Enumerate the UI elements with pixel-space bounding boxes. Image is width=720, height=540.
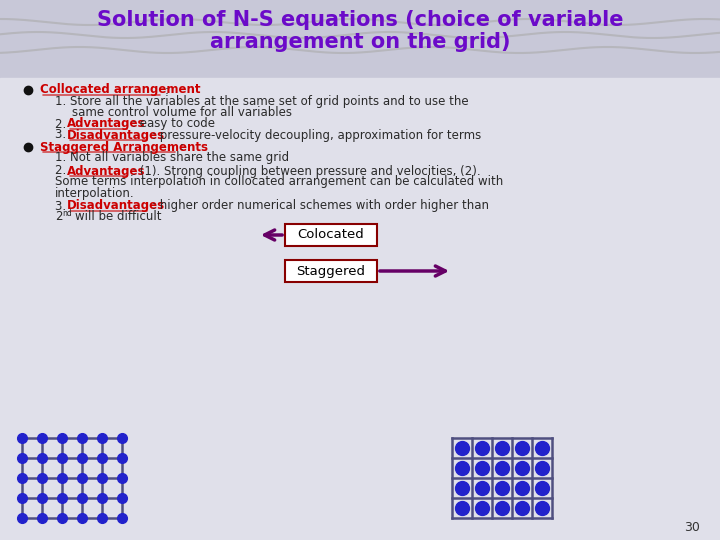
Bar xyxy=(285,260,377,282)
Text: 1. Not all variables share the same grid: 1. Not all variables share the same grid xyxy=(55,152,289,165)
Text: Disadvantages: Disadvantages xyxy=(67,129,165,141)
Text: Collocated arrangement: Collocated arrangement xyxy=(40,84,200,97)
Text: 2.: 2. xyxy=(55,118,70,131)
Text: Staggered: Staggered xyxy=(297,265,366,278)
Text: 2.: 2. xyxy=(55,165,70,178)
Text: :: : xyxy=(165,84,169,97)
Text: 3.: 3. xyxy=(55,199,70,213)
Text: 3.: 3. xyxy=(55,129,70,141)
Bar xyxy=(0,78,720,540)
Text: Some terms interpolation in collocated arrangement can be calculated with: Some terms interpolation in collocated a… xyxy=(55,176,503,188)
Text: Disadvantages: Disadvantages xyxy=(67,199,165,213)
Text: Advantages: Advantages xyxy=(67,118,145,131)
Text: : easy to code: : easy to code xyxy=(132,118,215,131)
Text: arrangement on the grid): arrangement on the grid) xyxy=(210,32,510,52)
Text: : pressure-velocity decoupling, approximation for terms: : pressure-velocity decoupling, approxim… xyxy=(152,129,481,141)
Text: Advantages: Advantages xyxy=(67,165,145,178)
Text: will be difficult: will be difficult xyxy=(75,211,161,224)
Text: Staggered Arrangements: Staggered Arrangements xyxy=(40,140,208,153)
Text: interpolation.: interpolation. xyxy=(55,186,135,199)
Text: 30: 30 xyxy=(684,521,700,534)
Text: Solution of N-S equations (choice of variable: Solution of N-S equations (choice of var… xyxy=(96,10,624,30)
Text: Colocated: Colocated xyxy=(297,228,364,241)
Text: : higher order numerical schemes with order higher than: : higher order numerical schemes with or… xyxy=(152,199,489,213)
Text: same control volume for all variables: same control volume for all variables xyxy=(72,106,292,119)
Text: :: : xyxy=(180,140,184,153)
Bar xyxy=(285,224,377,246)
Text: 2: 2 xyxy=(55,211,63,224)
Bar xyxy=(0,0,720,80)
Text: nd: nd xyxy=(62,208,72,218)
Text: : (1). Strong coupling between pressure and velocities, (2).: : (1). Strong coupling between pressure … xyxy=(132,165,481,178)
Text: 1. Store all the variables at the same set of grid points and to use the: 1. Store all the variables at the same s… xyxy=(55,96,469,109)
